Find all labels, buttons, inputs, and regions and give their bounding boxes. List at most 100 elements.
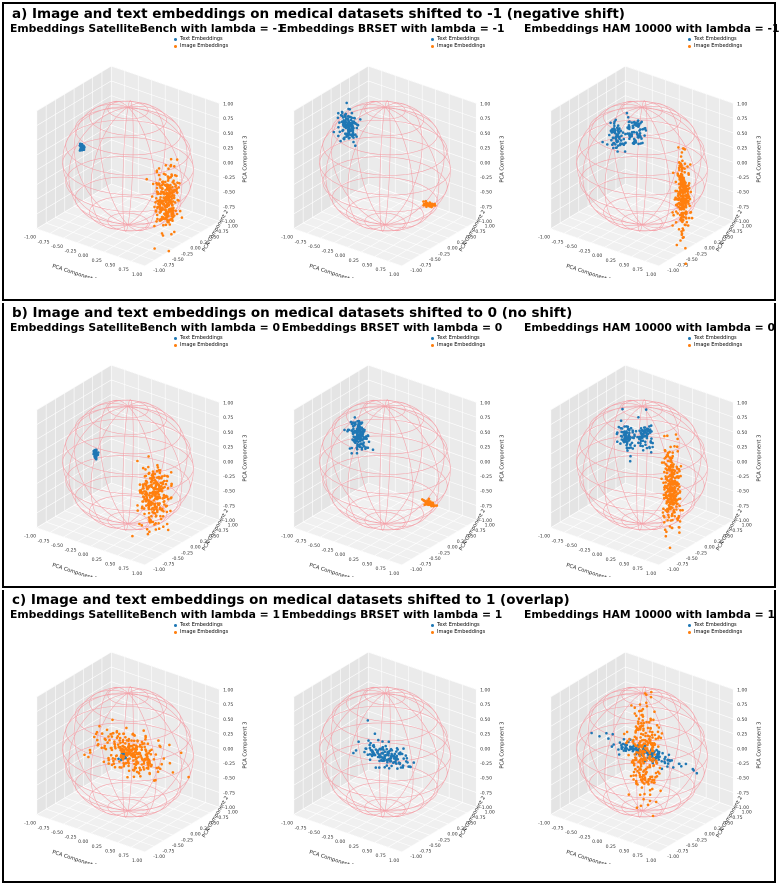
- sphere-meridian: [90, 692, 129, 816]
- scatter-point: [161, 515, 165, 518]
- x-tick-label: 0.25: [349, 258, 359, 264]
- scatter-point: [670, 461, 674, 464]
- scatter-point: [142, 495, 146, 499]
- scatter-point: [682, 235, 685, 239]
- scatter-point: [651, 745, 655, 749]
- scatter-point: [122, 749, 126, 753]
- scatter-point: [177, 186, 180, 189]
- series-text-embeddings: [615, 407, 654, 463]
- scatter-point: [637, 722, 640, 725]
- plot-3d: -1.00-0.75-0.50-0.250.000.250.500.751.00…: [281, 65, 506, 278]
- scatter-point: [162, 493, 166, 497]
- scatter-point: [630, 704, 633, 707]
- scatter-point: [625, 434, 628, 437]
- scatter-point: [633, 444, 637, 447]
- x-tick-label: -0.75: [295, 825, 307, 831]
- x-tick-label: -1.00: [538, 534, 550, 540]
- series-text-embeddings: [352, 719, 416, 770]
- scatter-point: [95, 456, 98, 460]
- sphere-meridian: [384, 692, 440, 815]
- scatter-point: [172, 196, 176, 200]
- scatter-point: [623, 142, 626, 145]
- x-tick-label: -0.50: [51, 830, 63, 836]
- y-tick-label: -1.00: [410, 268, 422, 274]
- scatter-point: [651, 760, 654, 763]
- scatter-point: [94, 732, 98, 736]
- grid-line: [36, 681, 112, 727]
- scatter-point: [371, 448, 375, 451]
- legend: Text Embeddings Image Embeddings: [174, 36, 228, 50]
- z-tick-label: 0.25: [737, 146, 747, 152]
- grid-line: [111, 769, 220, 808]
- scatter-point: [355, 135, 358, 138]
- grid-line: [550, 228, 659, 267]
- scatter-point: [395, 754, 399, 758]
- y-tick-label: -1.00: [153, 567, 165, 573]
- z-axis-label: PCA Component 3: [500, 435, 506, 482]
- x-tick-label: 0.25: [92, 258, 102, 264]
- scatter-point: [424, 199, 428, 203]
- scatter-point: [362, 441, 365, 444]
- subplot: Embeddings HAM 10000 with lambda = -1 Tex…: [524, 22, 779, 301]
- sphere-meridian: [99, 399, 129, 525]
- z-tick-label: -0.50: [480, 190, 492, 196]
- scatter-point: [367, 739, 370, 742]
- scatter-point: [161, 187, 164, 191]
- scatter-point: [645, 693, 648, 696]
- scatter-point: [354, 144, 357, 147]
- scatter-point: [352, 751, 355, 755]
- scatter-point: [155, 186, 159, 190]
- scatter-point: [159, 745, 162, 748]
- scatter-point: [148, 530, 151, 533]
- scatter-point: [686, 184, 690, 187]
- scatter-point: [668, 525, 672, 528]
- legend-entry-text: Text Embeddings: [688, 622, 742, 629]
- x-tick-label: 0.00: [78, 839, 88, 845]
- z-tick-label: 0.50: [223, 717, 233, 723]
- scatter-point: [154, 490, 157, 494]
- scatter-point: [370, 754, 374, 758]
- y-tick-label: 0.50: [466, 235, 476, 241]
- scatter-point: [155, 766, 158, 770]
- grid-line: [550, 394, 626, 440]
- x-tick-label: 0.50: [619, 562, 629, 568]
- scatter-point: [613, 124, 616, 128]
- scatter-point: [674, 180, 678, 184]
- z-tick-label: 0.00: [737, 160, 747, 166]
- scatter-point: [170, 482, 173, 486]
- scatter-point: [150, 483, 153, 486]
- tick-labels: -1.00-0.75-0.50-0.250.000.250.500.751.00…: [538, 101, 752, 277]
- z-tick-label: -1.00: [737, 518, 749, 524]
- legend-marker: [688, 38, 691, 41]
- legend-entry-image: Image Embeddings: [688, 43, 742, 50]
- sphere-meridian: [68, 692, 129, 812]
- sphere-meridian: [127, 102, 166, 226]
- x-tick-label: 0.00: [335, 253, 345, 259]
- legend-label: Image Embeddings: [180, 629, 229, 635]
- y-tick-label: 0.50: [723, 534, 733, 540]
- scatter-point: [156, 770, 160, 774]
- scatter-point: [174, 209, 177, 213]
- scatter-point: [619, 142, 622, 145]
- scatter-point: [412, 761, 416, 764]
- y-tick-label: 0.25: [714, 240, 724, 246]
- y-tick-label: 0.00: [447, 832, 457, 838]
- scatter-point: [347, 132, 351, 136]
- y-tick-label: 1.00: [485, 223, 495, 229]
- scatter-point: [639, 804, 643, 808]
- scatter-point: [629, 443, 632, 446]
- legend-entry-text: Text Embeddings: [174, 36, 228, 43]
- sphere-meridian: [641, 692, 708, 812]
- scatter-point: [342, 119, 346, 122]
- scatter-point: [168, 186, 172, 189]
- scatter-point: [678, 531, 681, 534]
- scatter-point: [148, 501, 152, 504]
- scatter-point: [388, 749, 391, 753]
- scatter-point: [623, 150, 627, 153]
- scatter-point: [381, 752, 385, 755]
- legend-entry-text: Text Embeddings: [431, 335, 485, 342]
- scatter-point: [680, 232, 684, 235]
- scatter-point: [169, 471, 173, 474]
- scatter-point: [156, 217, 159, 221]
- scatter-point: [611, 143, 614, 146]
